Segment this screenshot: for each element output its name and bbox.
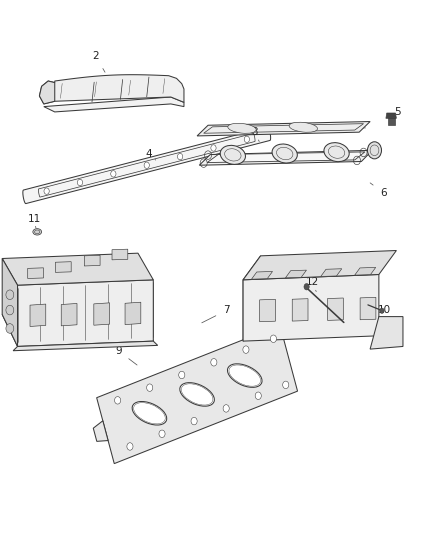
Circle shape <box>6 290 14 300</box>
Circle shape <box>44 188 49 195</box>
Polygon shape <box>328 298 343 320</box>
Polygon shape <box>2 309 153 346</box>
Circle shape <box>6 324 14 333</box>
Polygon shape <box>13 341 158 351</box>
Ellipse shape <box>33 229 42 235</box>
Polygon shape <box>2 259 18 346</box>
Circle shape <box>144 162 149 168</box>
Polygon shape <box>360 297 376 320</box>
Circle shape <box>127 443 133 450</box>
Ellipse shape <box>132 401 167 425</box>
Polygon shape <box>243 274 379 341</box>
Ellipse shape <box>228 123 256 133</box>
Ellipse shape <box>220 146 245 164</box>
Polygon shape <box>197 122 370 136</box>
Circle shape <box>115 397 121 404</box>
Polygon shape <box>93 421 108 441</box>
Text: 5: 5 <box>391 107 401 120</box>
Polygon shape <box>18 280 153 346</box>
Polygon shape <box>199 150 372 165</box>
Polygon shape <box>260 300 276 322</box>
Polygon shape <box>23 127 271 204</box>
Polygon shape <box>292 298 308 321</box>
Polygon shape <box>207 152 365 163</box>
Polygon shape <box>286 270 307 278</box>
Circle shape <box>211 359 217 366</box>
Text: 7: 7 <box>202 305 230 323</box>
Ellipse shape <box>289 122 318 132</box>
Polygon shape <box>386 113 396 118</box>
Text: 4: 4 <box>145 149 155 160</box>
Polygon shape <box>125 302 141 325</box>
Circle shape <box>191 417 197 425</box>
Circle shape <box>147 384 153 391</box>
Ellipse shape <box>324 143 349 161</box>
Polygon shape <box>243 251 396 280</box>
Polygon shape <box>112 249 128 260</box>
Ellipse shape <box>272 144 297 163</box>
Polygon shape <box>39 75 184 104</box>
Polygon shape <box>355 268 376 275</box>
Polygon shape <box>97 325 297 464</box>
Ellipse shape <box>180 383 214 406</box>
Circle shape <box>304 284 309 290</box>
Polygon shape <box>39 81 55 104</box>
Polygon shape <box>243 256 261 341</box>
Circle shape <box>223 405 229 412</box>
Polygon shape <box>61 303 77 326</box>
Text: 2: 2 <box>92 51 105 72</box>
Circle shape <box>367 142 381 159</box>
Polygon shape <box>55 262 71 272</box>
Polygon shape <box>30 304 46 326</box>
Circle shape <box>6 305 14 315</box>
Ellipse shape <box>227 364 262 387</box>
Text: 12: 12 <box>306 278 319 292</box>
Circle shape <box>159 430 165 438</box>
Polygon shape <box>388 117 395 125</box>
Text: 9: 9 <box>115 346 137 365</box>
Circle shape <box>283 381 289 389</box>
Text: 6: 6 <box>370 183 387 198</box>
Text: 3: 3 <box>251 127 259 141</box>
Circle shape <box>177 154 183 160</box>
Polygon shape <box>2 253 153 285</box>
Text: 11: 11 <box>28 214 41 228</box>
Text: 10: 10 <box>373 305 391 315</box>
Polygon shape <box>370 317 403 349</box>
Circle shape <box>243 346 249 353</box>
Circle shape <box>78 179 83 185</box>
Polygon shape <box>321 269 342 277</box>
Circle shape <box>380 308 384 313</box>
Circle shape <box>211 145 216 151</box>
Polygon shape <box>94 303 110 325</box>
Polygon shape <box>251 271 272 279</box>
Polygon shape <box>28 268 43 278</box>
Circle shape <box>111 171 116 177</box>
Circle shape <box>179 372 185 379</box>
Polygon shape <box>84 255 100 266</box>
Circle shape <box>244 136 250 142</box>
Polygon shape <box>44 97 184 112</box>
Circle shape <box>255 392 261 399</box>
Circle shape <box>270 335 276 343</box>
